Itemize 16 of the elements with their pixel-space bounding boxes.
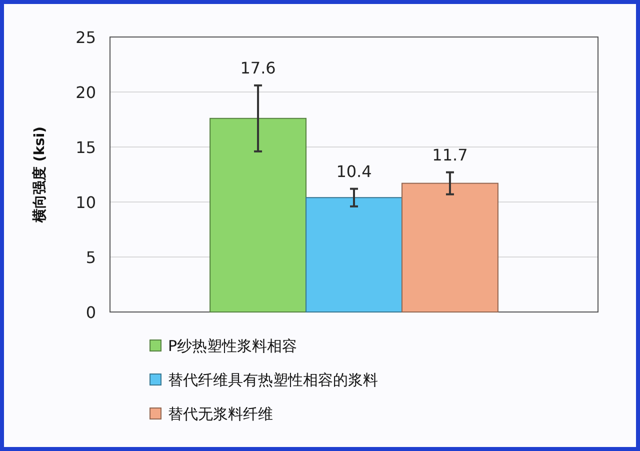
y-tick-label: 15 [76, 138, 96, 157]
data-label: 10.4 [336, 162, 372, 181]
bar [210, 118, 307, 312]
y-tick-label: 20 [76, 83, 96, 102]
data-label: 11.7 [432, 145, 468, 164]
y-tick-label: 5 [86, 248, 96, 267]
y-axis-title: 横向强度 (ksi) [31, 126, 48, 224]
data-label: 17.6 [240, 58, 276, 78]
bar [306, 197, 402, 312]
legend-label: P纱热塑性浆料相容 [168, 337, 298, 355]
y-tick-label: 10 [76, 193, 96, 212]
legend-label: 替代纤维具有热塑性相容的浆料 [168, 371, 378, 389]
bar [401, 182, 498, 312]
y-tick-label: 0 [86, 303, 96, 322]
legend-label: 替代无浆料纤维 [168, 405, 273, 423]
y-tick-label: 25 [76, 28, 96, 47]
